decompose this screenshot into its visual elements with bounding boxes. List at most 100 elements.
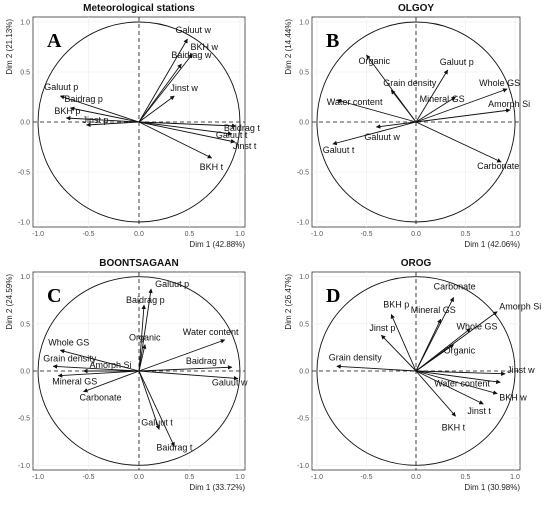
vector-label: Galuut p (44, 82, 78, 92)
vector-arrow (390, 89, 417, 123)
vector-label: Galuut t (216, 130, 248, 140)
x-tick-label: -1.0 (32, 474, 44, 481)
vector-label: Grain density (43, 353, 97, 363)
vector-label: Carbonate (477, 161, 519, 171)
vector-label: Jinst t (233, 141, 257, 151)
vector-label: Jinst p (83, 115, 109, 125)
vector-label: Amorph Si (499, 302, 541, 312)
vector-arrow (138, 370, 160, 430)
vector-arrow (415, 370, 501, 385)
y-axis-label: Dim 2 (21.13%) (5, 19, 14, 75)
vector-label: Galuut t (141, 417, 173, 427)
vector-arrow (65, 115, 140, 123)
vector-label: Baidrag w (171, 50, 212, 60)
y-tick-label: -0.5 (297, 170, 309, 177)
vector-label: BKH p (383, 299, 409, 309)
vector-label: Amorph Si (488, 99, 530, 109)
x-tick-label: 0.0 (134, 474, 144, 481)
y-tick-label: -1.0 (18, 463, 30, 470)
x-tick-label: 0.0 (411, 474, 421, 481)
vector-arrow (138, 370, 175, 447)
panel-letter: D (326, 285, 340, 307)
y-tick-label: -1.0 (297, 220, 309, 227)
vector-arrow (59, 95, 140, 123)
y-tick-label: 0.5 (20, 321, 30, 328)
vector-arrow (415, 370, 456, 417)
vector-label: Water content (327, 97, 383, 107)
x-tick-label: -1.0 (311, 231, 323, 238)
y-axis-label: Dim 2 (14.44%) (284, 19, 293, 75)
vector-label: Mineral GS (420, 94, 465, 104)
vector-label: Baidrag t (224, 123, 261, 133)
vector-arrow (415, 121, 502, 163)
vector-arrow (138, 304, 146, 372)
y-tick-label: 1.0 (20, 20, 30, 27)
vector-label: BKH w (499, 393, 527, 403)
y-tick-label: 0.5 (20, 70, 30, 77)
vector-arrow (138, 121, 233, 136)
vector-label: Whole GS (479, 78, 520, 88)
vector-arrow (138, 288, 153, 372)
panel-c: -1.0 -0.5 0.0 0.5 1.0 -1.0 -0.5 0.0 0.5 1.0 BOONTS… (5, 258, 248, 492)
vector-label: Galuut w (364, 132, 400, 142)
x-tick-label: 0.0 (411, 231, 421, 238)
y-tick-label: -0.5 (18, 416, 30, 423)
vector-arrow (415, 108, 511, 123)
y-tick-label: 0.5 (299, 321, 309, 328)
vector-arrow (375, 121, 417, 129)
vector-label: Grain density (329, 352, 383, 362)
vector-label: Baidrag t (156, 442, 193, 452)
vector-label: Carbonate (79, 393, 121, 403)
vector-arrow (59, 349, 140, 372)
vector-label: Baidrag p (64, 94, 103, 104)
vector-label: Baidrag p (126, 295, 165, 305)
y-tick-label: -0.5 (18, 170, 30, 177)
vector-arrow (138, 339, 226, 372)
vector-arrow (381, 334, 417, 372)
vector-arrow (138, 365, 233, 372)
vector-label: Organic (358, 56, 390, 66)
chart-title: Meteorological stations (83, 3, 195, 14)
panel-b: -1.0 -0.5 0.0 0.5 1.0 -1.0 -0.5 0.0 0.5 1.0 OLGOY B… (284, 3, 530, 249)
x-tick-label: -0.5 (82, 474, 94, 481)
vector-label: Grain density (383, 78, 437, 88)
panel-d: -1.0 -0.5 0.0 0.5 1.0 -1.0 -0.5 0.0 0.5 1.0 OROG D D… (284, 258, 541, 492)
vector-label: Jinst w (170, 83, 198, 93)
vector-arrow (415, 318, 442, 372)
x-tick-label: -0.5 (82, 231, 94, 238)
y-tick-label: 0.0 (299, 369, 309, 376)
vector-arrow (415, 370, 506, 376)
vector-arrow (332, 121, 417, 146)
vector-arrow (415, 328, 471, 372)
x-tick-label: 1.0 (510, 474, 520, 481)
x-tick-label: 0.5 (461, 474, 471, 481)
y-tick-label: 0.0 (20, 120, 30, 127)
vector-label: BKH p (54, 106, 80, 116)
y-tick-label: 1.0 (20, 274, 30, 281)
panel-letter: A (47, 30, 62, 52)
vector-arrow (86, 121, 140, 128)
x-tick-label: -1.0 (311, 474, 323, 481)
vector-arrow (57, 370, 140, 378)
vector-label: Jinst p (369, 323, 395, 333)
vector-label: Mineral GS (411, 305, 456, 315)
vector-arrow (138, 121, 236, 144)
y-axis-label: Dim 2 (24.59%) (5, 274, 14, 330)
vector-label: BKH t (200, 162, 224, 172)
x-tick-label: 0.5 (185, 474, 195, 481)
vector-label: Galuut t (323, 145, 355, 155)
vector-label: Jinst t (467, 406, 491, 416)
panel-letter: B (326, 30, 339, 52)
vector-label: Water content (183, 327, 239, 337)
vector-arrow (415, 69, 449, 123)
x-tick-label: 0.0 (134, 231, 144, 238)
vector-label: Organic (129, 333, 161, 343)
chart-title: OROG (401, 258, 432, 269)
x-tick-label: 1.0 (235, 474, 245, 481)
x-tick-label: -0.5 (360, 231, 372, 238)
vector-label: Carbonate (434, 281, 476, 291)
vector-arrow (415, 370, 498, 395)
y-tick-label: -1.0 (18, 220, 30, 227)
vector-label: BKH w (191, 42, 219, 52)
vector-label: Mineral GS (52, 377, 97, 387)
